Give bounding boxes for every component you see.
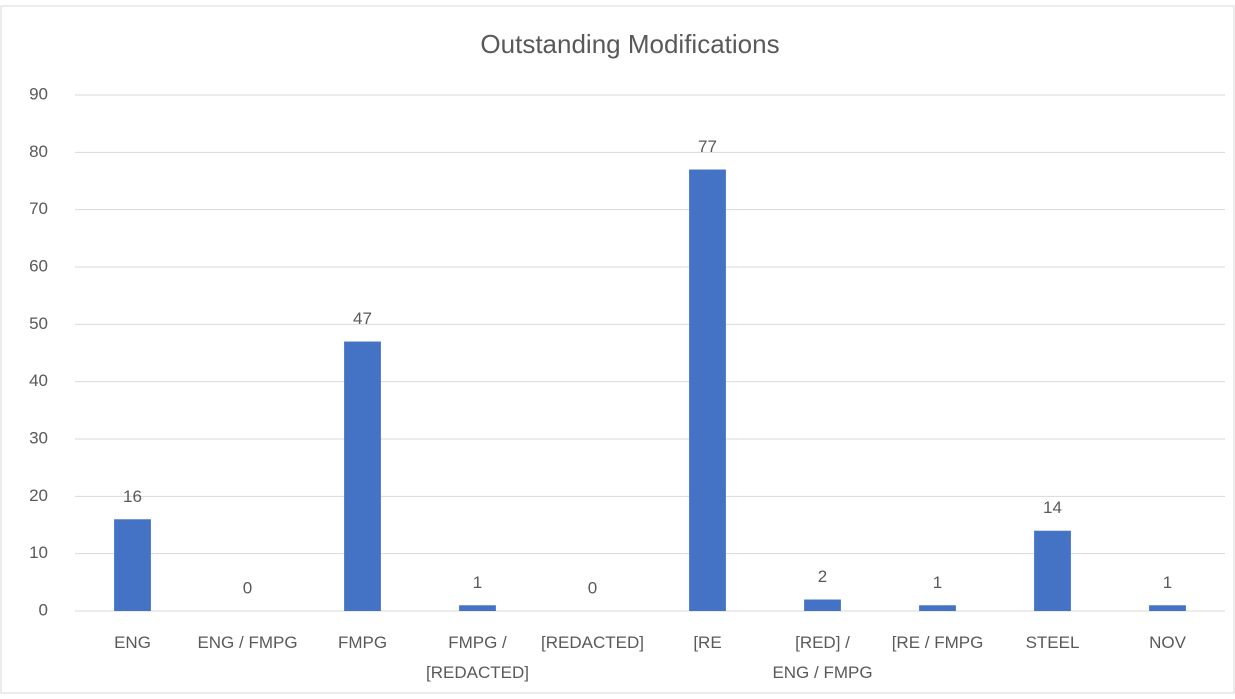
x-tick-label: ENG	[114, 633, 151, 652]
x-tick-label: NOV	[1149, 633, 1187, 652]
data-label: 16	[123, 487, 142, 506]
y-tick-label: 80	[29, 142, 48, 161]
y-tick-label: 10	[29, 543, 48, 562]
y-tick-label: 90	[29, 84, 48, 103]
data-label: 0	[588, 578, 597, 597]
x-tick-label: [RED] / ENG / FMPG	[772, 633, 872, 682]
y-tick-label: 0	[39, 600, 48, 619]
x-tick-label: ENG / FMPG	[197, 633, 297, 652]
data-label: 1	[473, 573, 482, 592]
y-tick-label: 20	[29, 486, 48, 505]
y-tick-label: 60	[29, 256, 48, 275]
x-tick-label: STEEL	[1026, 633, 1080, 652]
chart-title: Outstanding Modifications	[480, 29, 779, 59]
x-tick-label: [REDACTED]	[541, 633, 644, 652]
bar	[804, 599, 841, 611]
bar	[919, 605, 956, 611]
bar	[1149, 605, 1186, 611]
data-label: 1	[1163, 573, 1172, 592]
bar	[459, 605, 496, 611]
x-tick-label: [RE	[693, 633, 721, 652]
y-tick-label: 70	[29, 199, 48, 218]
data-label: 14	[1043, 498, 1062, 517]
chart-frame	[0, 5, 1235, 694]
x-tick-label: FMPG / [REDACTED]	[426, 633, 529, 682]
bar	[689, 169, 726, 612]
y-tick-label: 30	[29, 428, 48, 447]
data-label: 77	[698, 137, 717, 156]
y-tick-label: 50	[29, 314, 48, 333]
data-label: 47	[353, 309, 372, 328]
bar	[1034, 530, 1071, 611]
x-tick-label: FMPG	[338, 633, 387, 652]
data-label: 1	[933, 573, 942, 592]
y-tick-label: 40	[29, 371, 48, 390]
bar	[114, 519, 151, 611]
data-label: 0	[243, 578, 252, 597]
data-label: 2	[818, 567, 827, 586]
x-tick-label: [RE / FMPG	[892, 633, 984, 652]
bar	[344, 341, 381, 611]
